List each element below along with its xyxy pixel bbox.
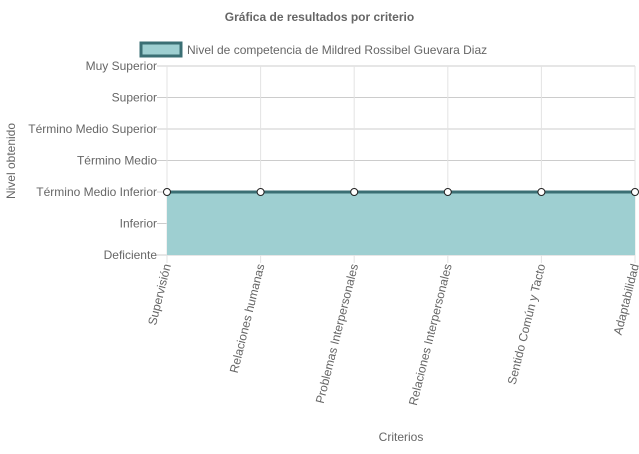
y-tick-label: Inferior xyxy=(120,217,157,231)
data-point[interactable] xyxy=(537,188,546,196)
y-tick-label: Término Medio Superior xyxy=(28,122,157,136)
x-tick-label: Relaciones Interpersonales xyxy=(406,262,455,406)
x-tick-label: Supervisión xyxy=(145,262,174,326)
x-axis-title: Criterios xyxy=(379,430,424,444)
y-tick-label: Término Medio Inferior xyxy=(36,185,157,199)
legend[interactable]: Nivel de competencia de Mildred Rossibel… xyxy=(139,41,487,58)
y-tick-label: Deficiente xyxy=(104,248,158,262)
x-tick-label: Relaciones humanas xyxy=(227,262,268,374)
x-axis-ticks: Supervisión Relaciones humanas Problemas I… xyxy=(145,262,639,407)
chart-title: Gráfica de resultados por criterio xyxy=(225,10,414,24)
legend-label: Nivel de competencia de Mildred Rossibel… xyxy=(187,43,487,57)
x-tick-label: Sentido Común y Tacto xyxy=(505,262,549,386)
data-point[interactable] xyxy=(350,188,359,196)
legend-swatch xyxy=(139,41,183,58)
x-tick-label: Problemas Interpersonales xyxy=(313,262,361,405)
data-point[interactable] xyxy=(443,188,452,196)
data-points xyxy=(163,188,639,196)
y-axis-title: Nivel obtenido xyxy=(4,123,18,199)
y-tick-label: Superior xyxy=(112,91,157,105)
data-point[interactable] xyxy=(163,188,171,196)
data-point[interactable] xyxy=(631,188,639,196)
series-area xyxy=(167,190,635,255)
y-tick-label: Muy Superior xyxy=(86,59,157,73)
y-axis-ticks: Deficiente Inferior Término Medio Inferior… xyxy=(28,59,157,262)
x-tick-label: Adaptabilidad xyxy=(611,262,639,336)
series-area-fill xyxy=(167,192,635,255)
data-point[interactable] xyxy=(256,188,265,196)
y-tick-label: Término Medio xyxy=(77,154,157,168)
